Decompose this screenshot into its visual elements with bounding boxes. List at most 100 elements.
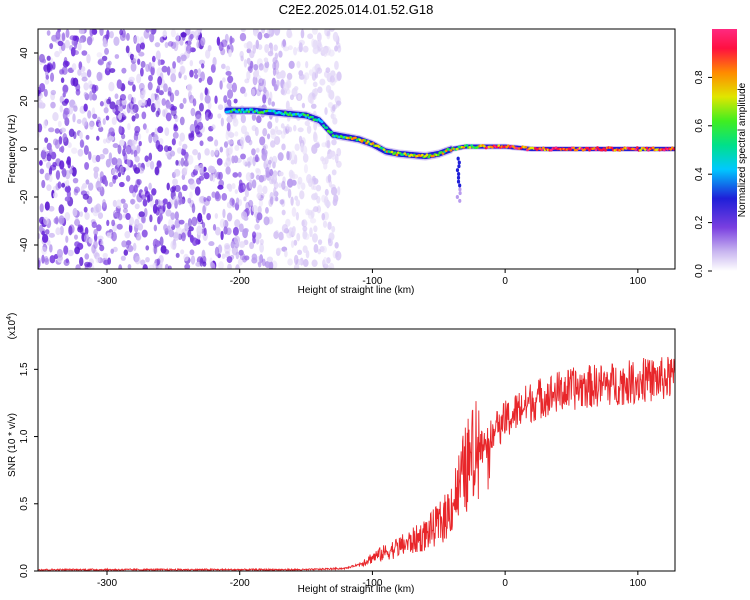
noise-blob — [336, 100, 342, 106]
noise-blob — [136, 144, 141, 154]
noise-blob — [300, 29, 305, 39]
tone-tail — [457, 160, 461, 165]
noise-blob — [72, 113, 76, 123]
noise-blob — [50, 89, 57, 96]
noise-blob — [203, 196, 207, 202]
noise-blob — [187, 218, 192, 228]
noise-blob — [71, 63, 77, 71]
tone-core — [330, 130, 333, 134]
noise-blob — [189, 33, 194, 40]
noise-blob — [219, 146, 224, 153]
noise-blob — [265, 166, 270, 175]
noise-blob — [233, 98, 238, 104]
noise-blob — [173, 124, 179, 132]
noise-blob — [241, 211, 248, 220]
noise-blob — [192, 149, 199, 156]
noise-blob — [225, 227, 232, 236]
snr-y-label: SNR (10 * v/v) — [7, 413, 18, 477]
noise-blob — [64, 185, 71, 193]
noise-blob — [125, 175, 131, 182]
colorbar-tick-label: 0.8 — [694, 70, 705, 84]
noise-blob — [239, 32, 247, 42]
noise-blob — [112, 246, 118, 253]
noise-blob — [240, 153, 246, 160]
tone-core — [390, 150, 394, 154]
colorbar-tick-label: 0.4 — [694, 167, 705, 181]
noise-blob — [313, 132, 318, 143]
noise-blob — [281, 224, 288, 233]
noise-blob — [91, 84, 97, 94]
noise-blob — [179, 39, 184, 46]
noise-blob — [184, 263, 191, 269]
noise-blob — [170, 29, 176, 38]
noise-blob — [46, 153, 52, 162]
noise-blob — [38, 232, 41, 240]
figure-title: C2E2.2025.014.01.52.G18 — [279, 2, 434, 17]
x-tick-label: 0 — [502, 276, 508, 287]
noise-blob — [274, 125, 279, 133]
noise-blob — [119, 165, 124, 174]
noise-blob — [265, 158, 269, 164]
noise-blob — [256, 115, 262, 124]
noise-blob — [133, 35, 140, 44]
colorbar-tick-label: 0.6 — [694, 118, 705, 132]
noise-blob — [231, 183, 236, 190]
noise-blob — [332, 117, 338, 125]
noise-blob — [297, 181, 301, 190]
noise-blob — [120, 255, 126, 261]
noise-blob — [221, 39, 228, 48]
noise-blob — [245, 135, 251, 144]
tone-core — [610, 146, 614, 150]
noise-blob — [119, 94, 127, 101]
noise-blob — [109, 30, 114, 39]
tone-core — [586, 147, 590, 150]
noise-blob — [149, 160, 155, 170]
noise-blob — [258, 199, 263, 208]
noise-blob — [172, 178, 179, 186]
noise-blob — [175, 159, 179, 166]
tone-core — [382, 148, 386, 151]
noise-blob — [334, 60, 339, 70]
noise-blob — [174, 218, 181, 229]
noise-blob — [269, 44, 274, 55]
noise-blob — [203, 227, 207, 237]
noise-blob — [157, 144, 164, 152]
noise-blob — [261, 258, 266, 267]
noise-blob — [309, 98, 314, 105]
noise-blob — [322, 256, 328, 267]
noise-blob — [96, 224, 102, 232]
x-tick-label: -300 — [97, 276, 117, 287]
noise-blob — [62, 110, 68, 121]
noise-blob — [81, 183, 88, 189]
noise-blob — [262, 94, 267, 104]
noise-blob — [254, 154, 259, 163]
noise-blob — [265, 206, 269, 214]
noise-blob — [245, 172, 252, 182]
noise-blob — [335, 250, 342, 261]
noise-blob — [328, 29, 335, 32]
noise-blob — [197, 68, 202, 78]
tone-tail — [456, 179, 461, 184]
noise-blob — [162, 109, 166, 117]
noise-blob — [334, 45, 338, 52]
noise-blob — [122, 208, 128, 214]
noise-blob — [208, 241, 215, 247]
noise-blob — [256, 192, 261, 200]
noise-blob — [234, 189, 238, 194]
noise-blob — [261, 151, 267, 161]
noise-blob — [306, 125, 312, 134]
noise-blob — [174, 198, 178, 208]
noise-blob — [327, 238, 332, 244]
noise-blob — [180, 32, 187, 38]
noise-blob — [223, 95, 228, 104]
noise-blob — [180, 148, 186, 156]
snr-y-multiplier: (x104) — [6, 313, 18, 340]
noise-blob — [164, 42, 169, 49]
noise-blob — [68, 105, 74, 115]
noise-blob — [253, 29, 259, 37]
colorbar-gradient — [712, 29, 737, 271]
noise-blob — [251, 179, 257, 189]
tone-core — [497, 144, 501, 147]
noise-blob — [145, 29, 151, 33]
noise-blob — [287, 126, 293, 133]
